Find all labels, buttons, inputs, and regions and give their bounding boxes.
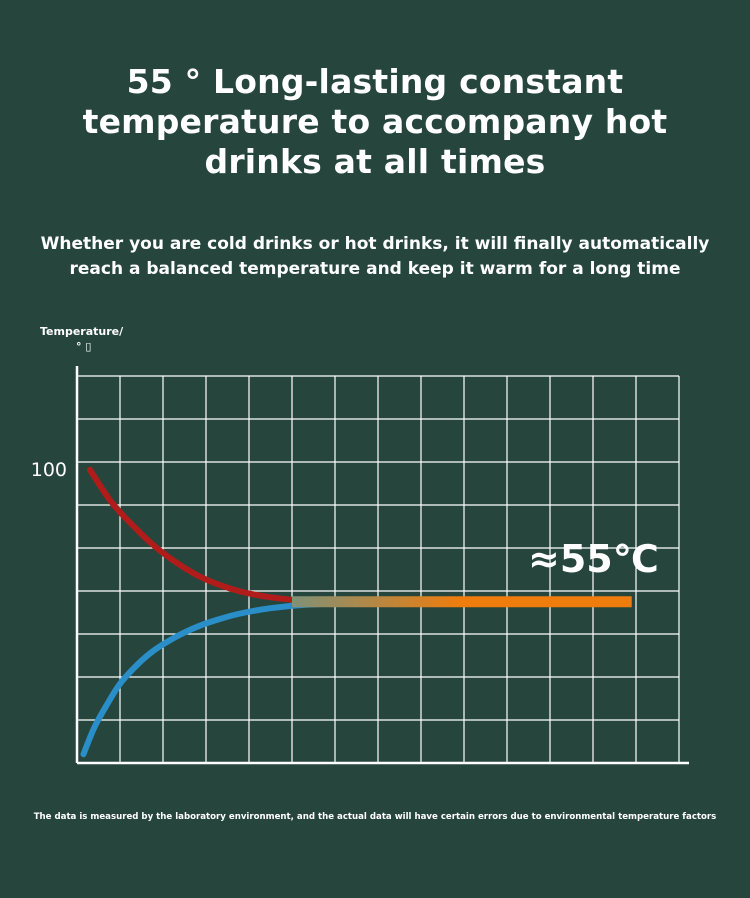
title-line-3: drinks at all times [204,142,546,181]
subtitle-line-2: reach a balanced temperature and keep it… [69,259,681,279]
chart-grid [77,375,680,763]
title-line-1: 55 ° Long-lasting constant [126,62,624,101]
chart-axes [75,366,689,765]
hot-drink-cooling-line [86,466,308,604]
chart-lines [80,466,632,758]
page-subtitle: Whether you are cold drinks or hot drink… [0,232,750,282]
y-tick-label-100: 100 [31,459,67,481]
title-line-2: temperature to accompany hot [82,102,668,141]
y-axis-label-unit: ° ▯ [76,340,92,353]
footnote: The data is measured by the laboratory e… [33,812,717,822]
y-axis-label-name: Temperature/ [40,325,124,338]
equilibrium-annotation: ≈55℃ [528,537,659,581]
subtitle-line-1: Whether you are cold drinks or hot drink… [40,234,710,254]
page-title: 55 ° Long-lasting constant temperature t… [0,62,750,182]
y-axis-label: Temperature/ ° ▯ [40,324,150,354]
cold-drink-warming-line [80,599,360,758]
